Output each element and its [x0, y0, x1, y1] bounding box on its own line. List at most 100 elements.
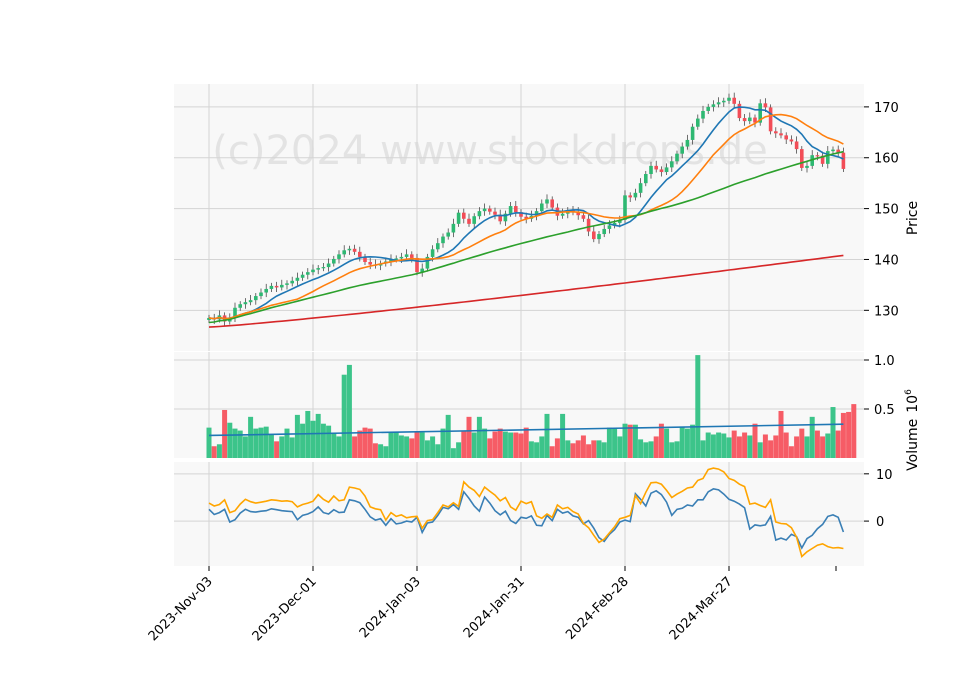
volume-bar — [679, 426, 685, 458]
volume-bar — [492, 431, 498, 458]
volume-bar — [731, 430, 737, 458]
volume-bar — [840, 412, 846, 458]
volume-bar — [570, 443, 576, 458]
price-tick-label: 150 — [874, 203, 899, 218]
candle-body — [472, 216, 476, 224]
candle-body — [586, 218, 591, 232]
volume-bar — [814, 430, 820, 458]
volume-bar — [612, 428, 618, 458]
volume-bar — [476, 416, 482, 458]
candle-body — [399, 256, 404, 259]
volume-bar — [705, 432, 711, 458]
candle-body — [784, 135, 788, 140]
volume-bar — [232, 428, 238, 458]
candle-body — [800, 149, 804, 168]
volume-multiplier-exponent: 6 — [904, 389, 914, 395]
candle-body — [451, 223, 456, 233]
volume-bar — [404, 436, 410, 458]
candle-body — [514, 206, 518, 213]
volume-bar — [315, 413, 321, 458]
volume-bar — [487, 438, 493, 458]
volume-bar — [222, 409, 228, 458]
volume-bar — [695, 355, 701, 458]
candle-body — [664, 167, 669, 172]
candle-body — [680, 146, 684, 154]
candle-body — [607, 225, 612, 229]
volume-bar — [461, 430, 467, 458]
volume-average-line — [208, 423, 844, 437]
volume-bar — [664, 428, 670, 458]
oscillator-y-axis: 0 10 — [864, 468, 893, 530]
price-panel: (c)2024 www.stockdrops.de 130 140 150 160 17… — [174, 84, 921, 351]
candle-body — [618, 219, 622, 223]
volume-bar — [721, 433, 727, 458]
volume-bar — [534, 442, 540, 458]
volume-bar — [601, 442, 607, 458]
volume-bar — [508, 432, 514, 458]
price-axis-label: Price — [905, 201, 921, 235]
volume-bar — [809, 416, 815, 458]
watermark: (c)2024 www.stockdrops.de — [212, 128, 767, 174]
candle-body — [508, 206, 513, 214]
volume-bar — [237, 430, 243, 458]
volume-bar — [336, 436, 342, 458]
candle-body — [363, 256, 367, 262]
candle-body — [337, 254, 341, 259]
candle-body — [706, 106, 710, 111]
candle-body — [758, 103, 762, 123]
signal-line — [208, 467, 844, 558]
candle-body — [810, 155, 814, 166]
volume-bar — [435, 444, 441, 458]
candle-body — [628, 195, 632, 198]
volume-bar — [346, 364, 352, 458]
candle-body — [519, 212, 523, 217]
candle-body — [243, 302, 248, 305]
volume-bar — [242, 436, 248, 458]
candle-body — [306, 272, 310, 275]
volume-bar — [794, 436, 800, 458]
volume-bar — [617, 436, 623, 458]
candle-body — [633, 192, 638, 198]
candle-body — [732, 97, 736, 104]
candle-body — [737, 103, 742, 119]
candle-body — [560, 213, 565, 216]
volume-bar — [502, 431, 508, 458]
volume-bar — [690, 424, 696, 458]
candle-body — [602, 228, 606, 235]
x-tick-label: 2024-Feb-28 — [563, 574, 632, 643]
volume-bar — [580, 435, 586, 458]
candle-body — [352, 248, 357, 252]
volume-bar — [206, 427, 212, 458]
volume-bar — [258, 427, 264, 458]
candle-body — [436, 243, 440, 250]
volume-bar — [274, 441, 280, 458]
candle-body — [820, 155, 825, 164]
volume-bar — [523, 427, 529, 458]
volume-bar — [606, 427, 612, 458]
volume-bar — [804, 436, 810, 458]
candle-body — [498, 214, 502, 222]
candle-body — [347, 248, 352, 251]
volume-bar — [622, 423, 628, 458]
candle-body — [763, 103, 768, 108]
candle-body — [493, 211, 497, 215]
price-panel-background — [174, 84, 864, 351]
price-tick-label: 140 — [874, 253, 899, 268]
volume-bar — [658, 423, 664, 458]
volume-bar — [596, 440, 602, 458]
candle-body — [254, 296, 258, 301]
volume-bar — [643, 442, 649, 458]
volume-bar — [378, 444, 384, 458]
candle-body — [831, 149, 835, 152]
candle-body — [441, 236, 445, 244]
candle-body — [415, 257, 419, 273]
volume-bar — [638, 439, 644, 458]
volume-bar — [414, 431, 420, 458]
volume-bar — [383, 446, 389, 458]
candle-body — [774, 131, 778, 134]
volume-bar — [326, 425, 332, 458]
candle-body — [207, 317, 211, 320]
candle-body — [290, 280, 294, 284]
volume-tick-label: 1.0 — [874, 354, 895, 369]
